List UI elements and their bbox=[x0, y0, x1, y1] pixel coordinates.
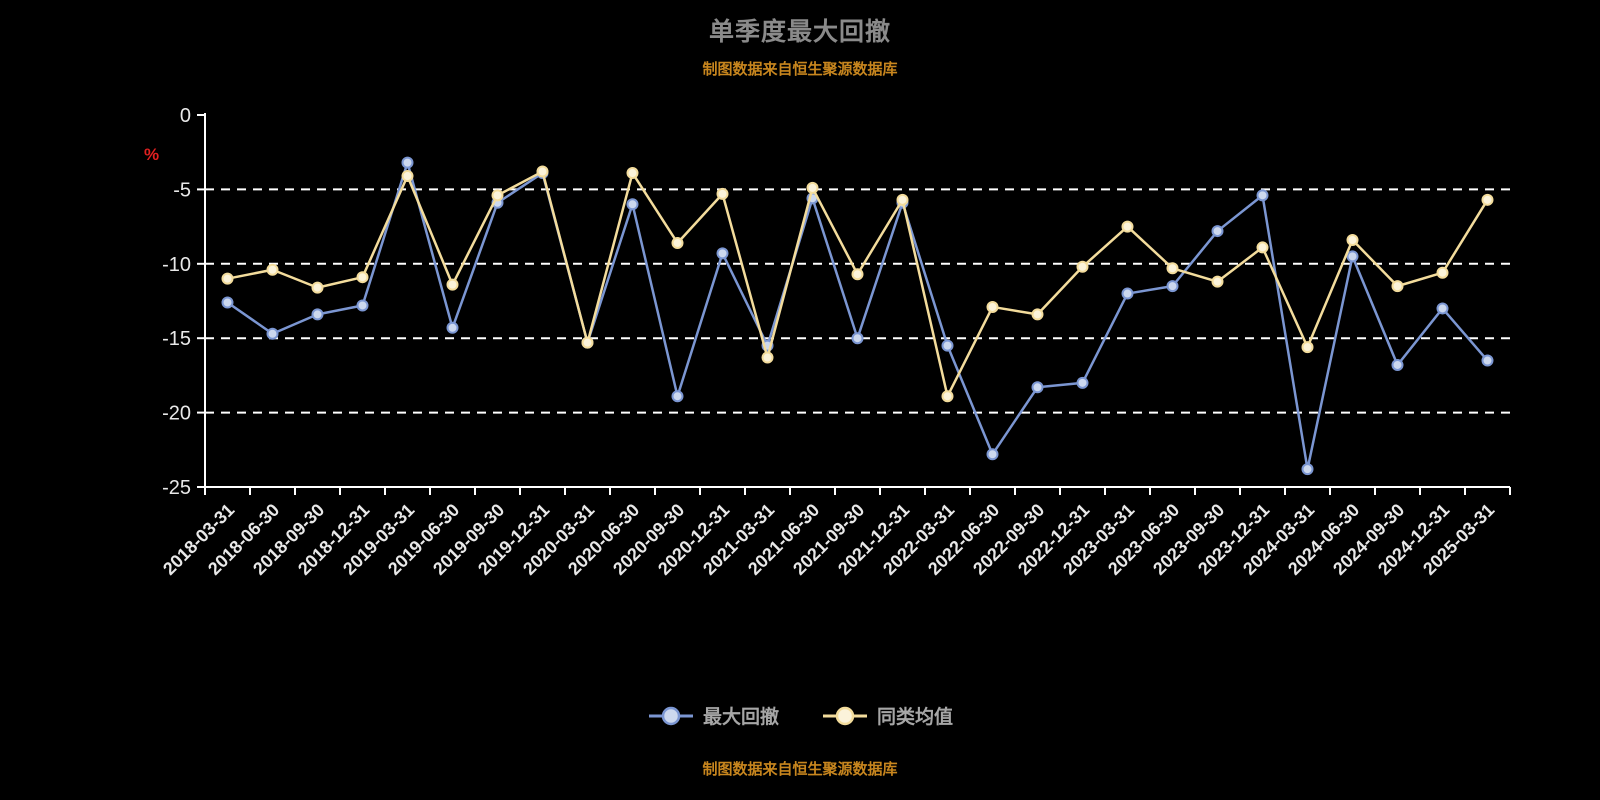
series-0-point bbox=[311, 308, 324, 321]
series-0-point bbox=[1436, 302, 1449, 315]
legend-label-max-drawdown: 最大回撤 bbox=[702, 707, 779, 728]
y-axis-unit: % bbox=[144, 145, 159, 164]
series-1-point bbox=[806, 181, 819, 194]
series-1-point bbox=[1076, 260, 1089, 273]
series-0-point bbox=[1076, 376, 1089, 389]
series-0-point bbox=[626, 198, 639, 211]
series-0-point bbox=[221, 296, 234, 309]
series-0-point bbox=[1121, 287, 1134, 300]
series-0-line bbox=[226, 161, 1489, 471]
series-1-point bbox=[1256, 241, 1269, 254]
series-1-point bbox=[266, 263, 279, 276]
series-0-point bbox=[716, 247, 729, 260]
data-source-note-bottom: 制图数据来自恒生聚源数据库 bbox=[702, 761, 898, 778]
y-tick-label: -20 bbox=[162, 403, 191, 425]
data-source-note-top: 制图数据来自恒生聚源数据库 bbox=[702, 61, 898, 78]
y-tick-label: -15 bbox=[162, 328, 191, 350]
series-1-point bbox=[896, 193, 909, 206]
series-1-point bbox=[491, 189, 504, 202]
series-1-point bbox=[1121, 220, 1134, 233]
series-0-point bbox=[446, 321, 459, 334]
series-0-point bbox=[1211, 225, 1224, 238]
series-1-point bbox=[851, 268, 864, 281]
series-1-point bbox=[1391, 280, 1404, 293]
series-1-point bbox=[671, 236, 684, 249]
series-0-point bbox=[851, 332, 864, 345]
legend-label-category-average: 同类均值 bbox=[877, 707, 954, 728]
legend-marker-category-average bbox=[823, 706, 867, 725]
series-0-point bbox=[1166, 280, 1179, 293]
series-1-point bbox=[941, 390, 954, 403]
y-tick-label: 0 bbox=[180, 105, 191, 127]
series-1-point bbox=[986, 300, 999, 313]
series-0-point bbox=[941, 339, 954, 352]
series-0-point bbox=[1031, 381, 1044, 394]
series-1-point bbox=[536, 165, 549, 178]
y-tick-label: -10 bbox=[162, 254, 191, 276]
series-0-point bbox=[1256, 189, 1269, 202]
y-tick-label: -25 bbox=[162, 477, 191, 499]
series-1-point bbox=[311, 281, 324, 294]
series-0-point bbox=[1301, 463, 1314, 476]
series-1-point bbox=[1436, 266, 1449, 279]
series-1-point bbox=[356, 271, 369, 284]
legend-marker-max-drawdown bbox=[648, 706, 693, 725]
series-0-point bbox=[401, 156, 414, 169]
series-0-point bbox=[671, 390, 684, 403]
series-0-point bbox=[986, 448, 999, 461]
series-1-point bbox=[1301, 341, 1314, 354]
series-0-point bbox=[1481, 354, 1494, 367]
y-tick-label: -5 bbox=[173, 179, 191, 201]
series-0-point bbox=[356, 299, 369, 312]
chart-legend: 最大回撤 同类均值 bbox=[0, 702, 1600, 729]
page-title: 单季度最大回撤 bbox=[708, 18, 891, 46]
series-1-point bbox=[446, 278, 459, 291]
series-1-point bbox=[581, 336, 594, 349]
series-1-line bbox=[226, 170, 1489, 398]
series-1-point bbox=[626, 167, 639, 180]
series-1-point bbox=[761, 351, 774, 364]
series-1-point bbox=[1481, 193, 1494, 206]
legend-item-max-drawdown[interactable]: 最大回撤 bbox=[647, 702, 779, 729]
series-1-point bbox=[716, 187, 729, 200]
legend-item-category-average[interactable]: 同类均值 bbox=[821, 702, 953, 729]
series-1-point bbox=[1166, 262, 1179, 275]
series-1-point bbox=[1346, 233, 1359, 246]
series-1-point bbox=[1211, 275, 1224, 288]
series-0-point bbox=[266, 327, 279, 340]
series-1-point bbox=[401, 170, 414, 183]
series-1-point bbox=[221, 272, 234, 285]
series-1-point bbox=[1031, 308, 1044, 321]
series-0-point bbox=[1391, 358, 1404, 371]
series-0-point bbox=[1346, 250, 1359, 263]
